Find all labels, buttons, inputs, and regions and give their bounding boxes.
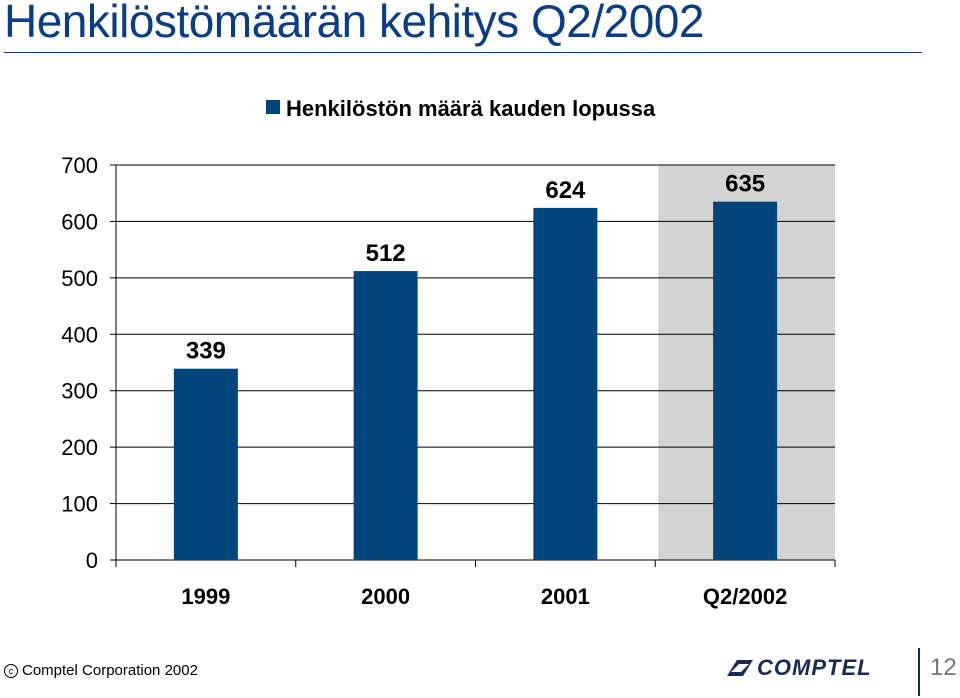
- y-tick-label: 100: [61, 492, 98, 517]
- slide-title: Henkilöstömäärän kehitys Q2/2002: [4, 0, 704, 47]
- bar-chart: 0 100 200 300 400 500 600 700 339 512 624 635 1999…: [61, 96, 836, 609]
- y-tick-label: 400: [61, 322, 98, 347]
- data-label: 624: [545, 177, 586, 204]
- y-tick-label: 500: [61, 266, 98, 291]
- legend-label: Henkilöstön määrä kauden lopussa: [286, 96, 656, 121]
- legend-swatch: [266, 100, 280, 114]
- x-tick-label: 2001: [541, 584, 590, 609]
- comptel-logo: COMPTEL: [727, 655, 872, 680]
- y-tick-label: 700: [61, 153, 98, 178]
- bar-1999: [173, 368, 238, 560]
- bar-2000: [353, 271, 418, 560]
- data-label: 635: [725, 171, 765, 198]
- page-number: 12: [930, 654, 957, 681]
- copyright-text: Comptel Corporation 2002: [22, 662, 198, 679]
- x-tick-label: Q2/2002: [703, 584, 787, 609]
- y-tick-label: 300: [61, 379, 98, 404]
- data-label: 512: [366, 240, 406, 267]
- footer-copyright: c Comptel Corporation 2002: [4, 662, 198, 679]
- bar-q2-2002: [713, 201, 778, 560]
- comptel-logo-text: COMPTEL: [757, 655, 872, 680]
- x-tick-label: 1999: [181, 584, 230, 609]
- data-label: 339: [186, 338, 226, 365]
- comptel-logo-mark-icon: [727, 660, 753, 676]
- page-number-divider: [918, 648, 920, 696]
- y-tick-label: 200: [61, 435, 98, 460]
- y-tick-label: 0: [86, 548, 98, 573]
- x-tick-label: 2000: [361, 584, 410, 609]
- y-tick-label: 600: [61, 209, 98, 234]
- title-underline: [4, 52, 922, 53]
- copyright-icon: c: [4, 664, 18, 678]
- bar-2001: [533, 207, 598, 560]
